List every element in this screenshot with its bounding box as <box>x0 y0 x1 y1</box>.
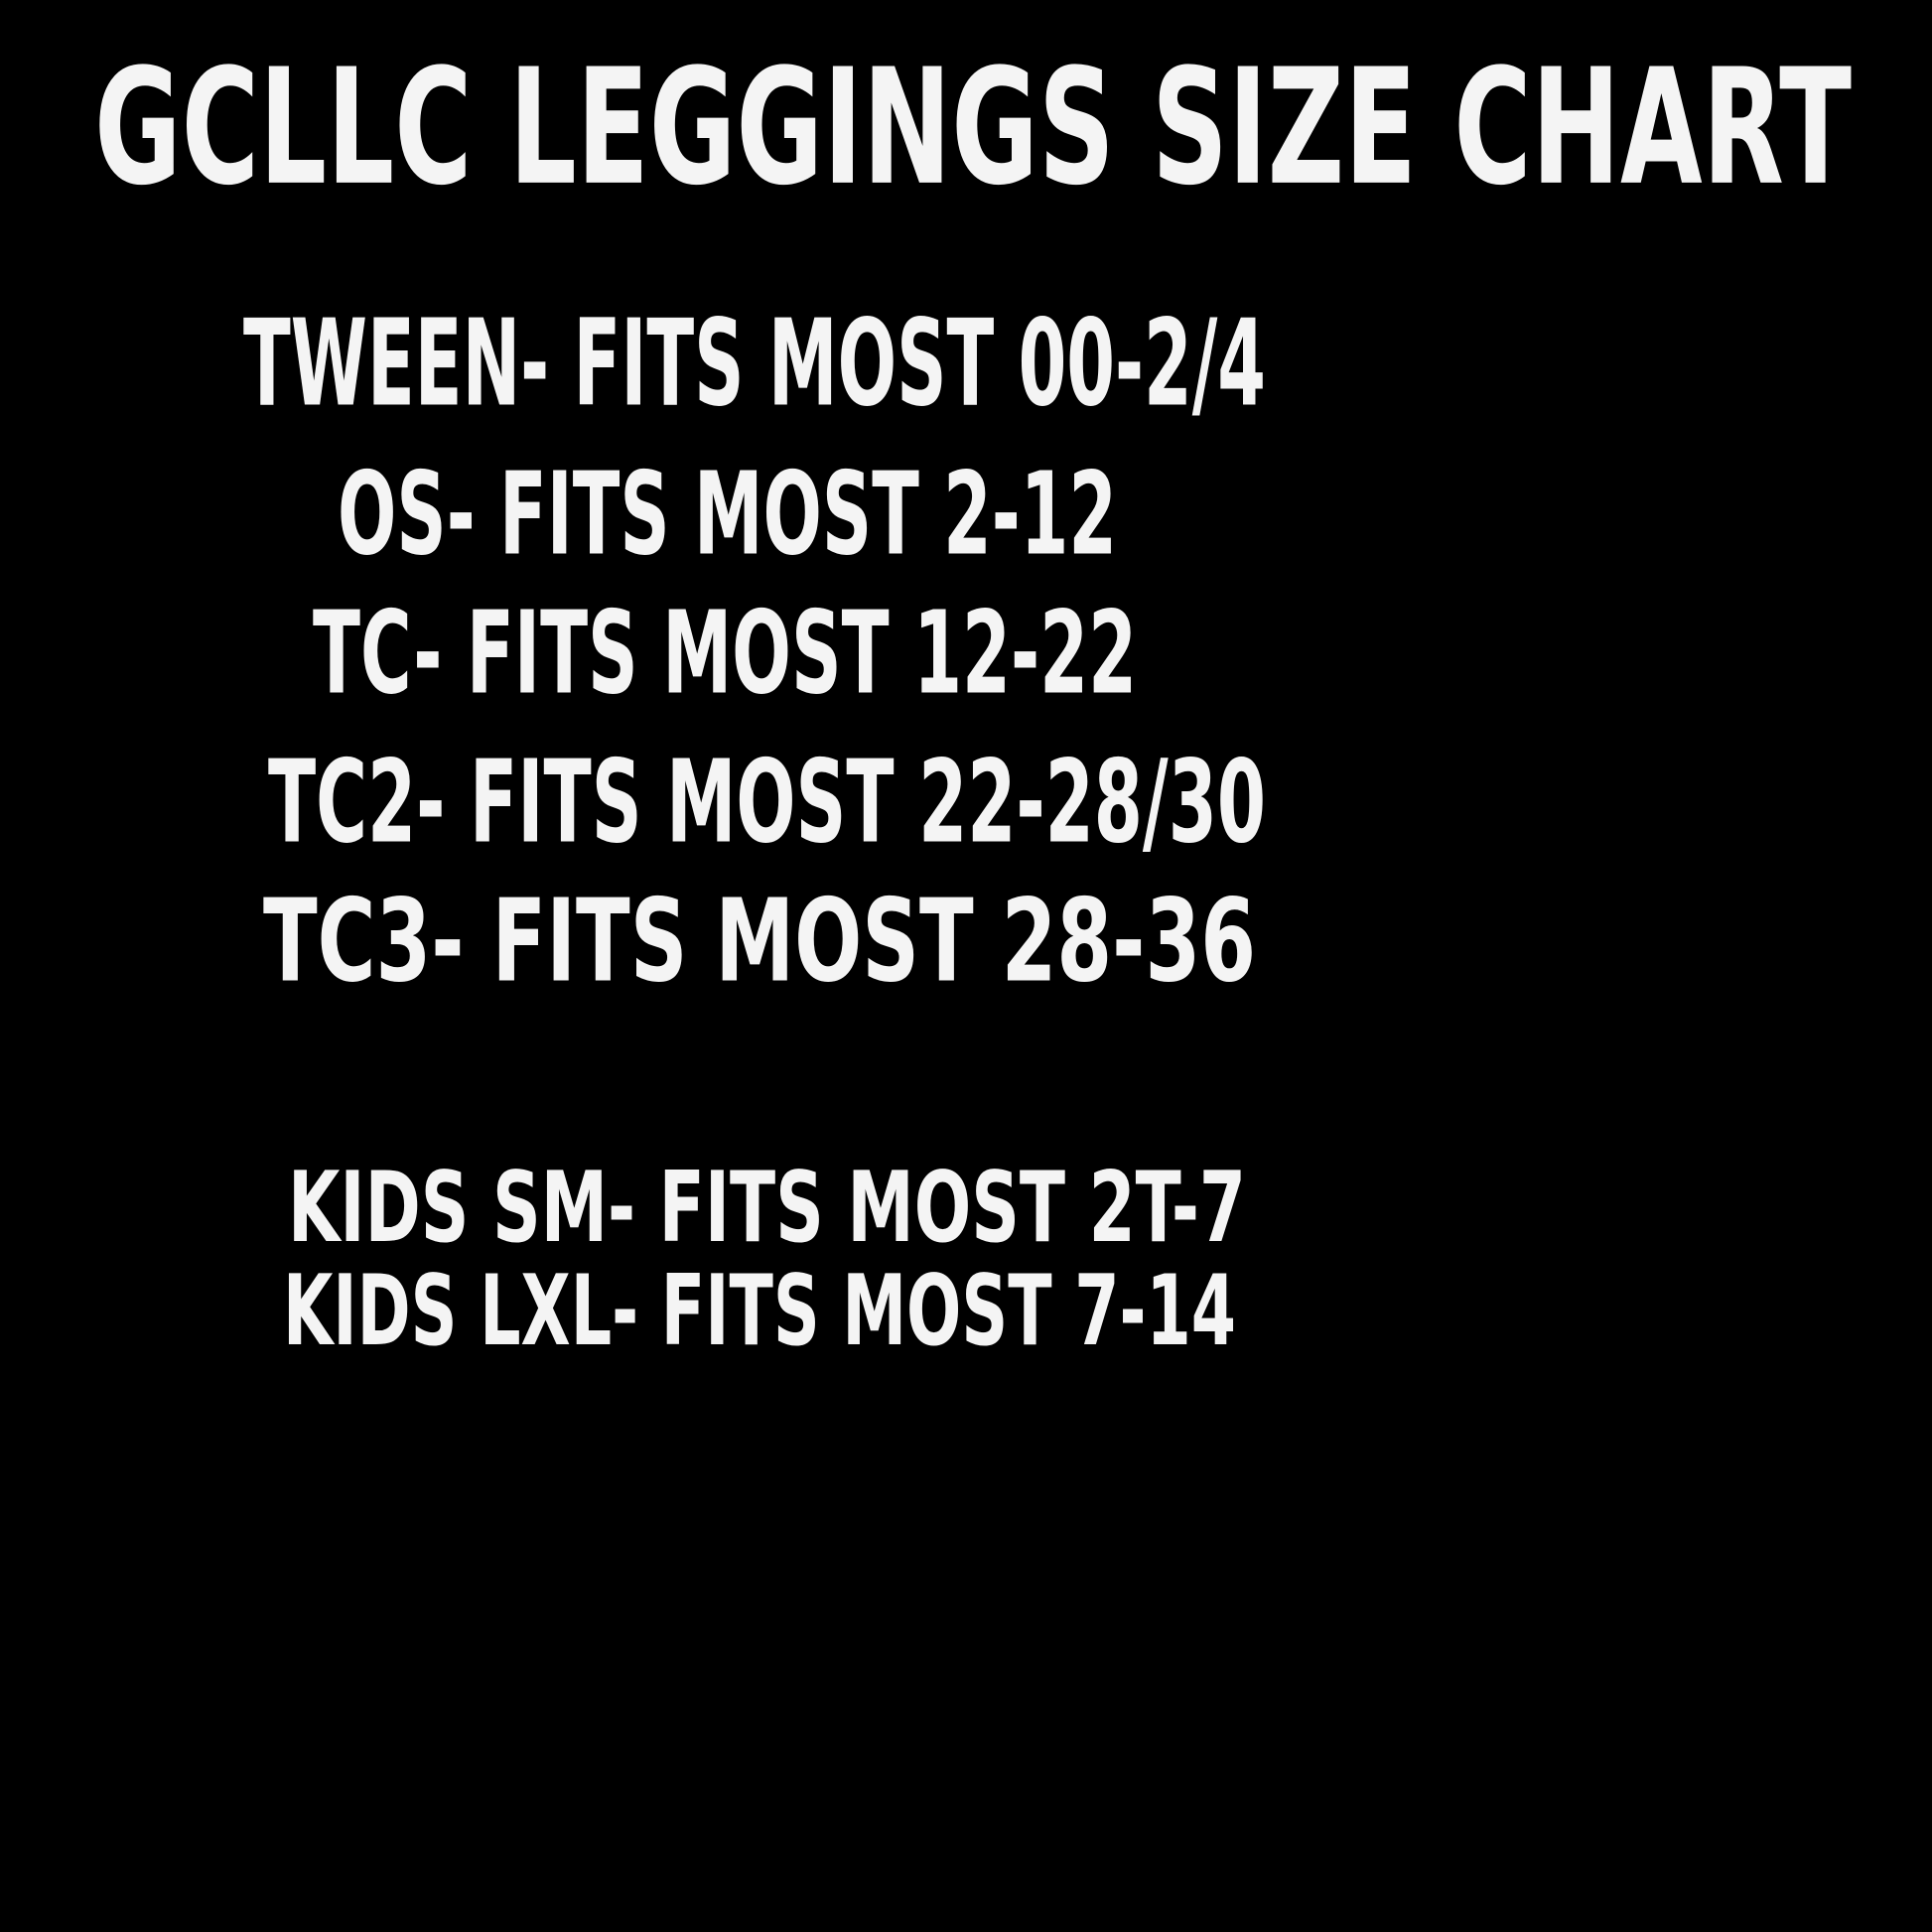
size-line-kids-sm: KIDS SM- FITS MOST 2T-7 <box>288 1151 1246 1265</box>
size-line-tc2: TC2- FITS MOST 22-28/30 <box>268 735 1266 869</box>
size-line-tc3: TC3- FITS MOST 28-36 <box>263 874 1256 1008</box>
size-line-tween: TWEEN- FITS MOST 00-2/4 <box>243 292 1266 433</box>
size-line-os: OS- FITS MOST 2-12 <box>338 447 1117 581</box>
chart-title: GCLLC LEGGINGS SIZE CHART <box>94 33 1852 221</box>
size-line-tc: TC- FITS MOST 12-22 <box>313 586 1137 720</box>
size-line-kids-lxl: KIDS LXL- FITS MOST 7-14 <box>283 1254 1236 1368</box>
